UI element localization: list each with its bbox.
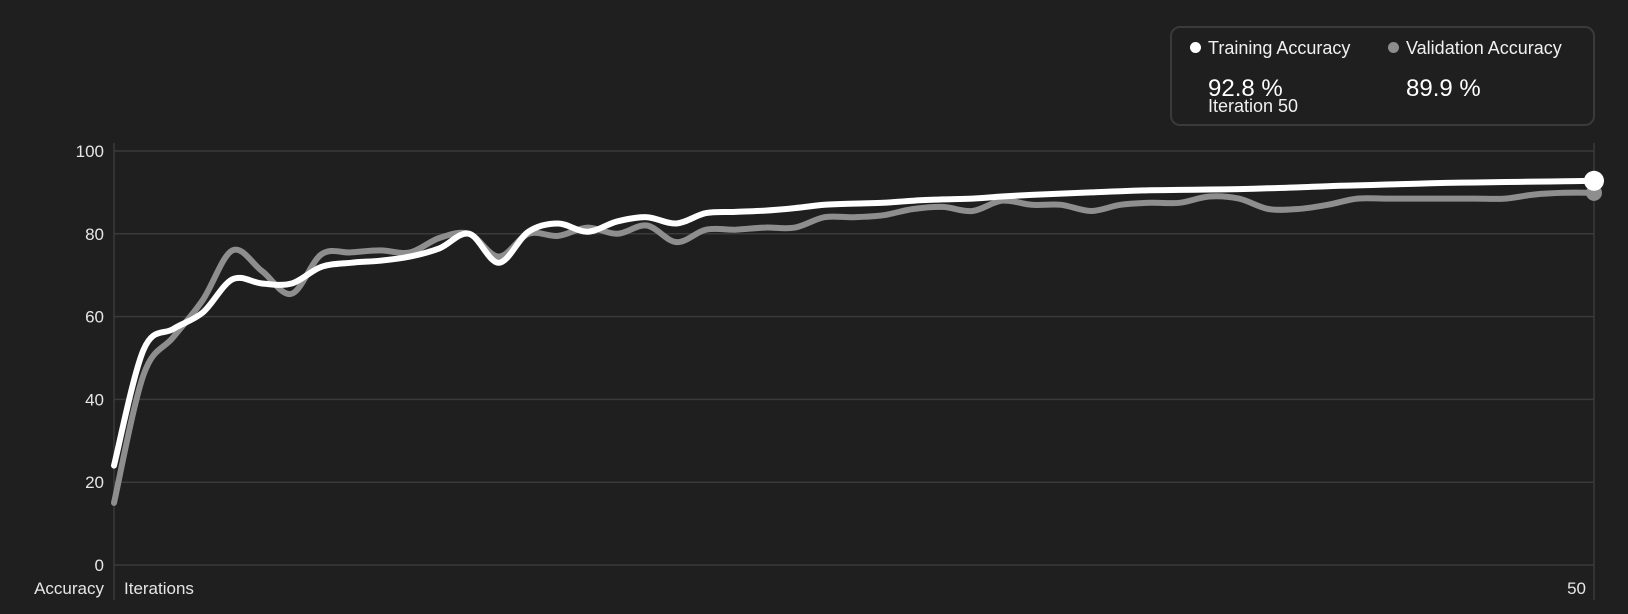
y-tick-labels: 0 20 40 60 80 100 bbox=[76, 142, 104, 575]
legend-entry-training: Training Accuracy 92.8 % bbox=[1190, 38, 1351, 102]
y-axis-label: Accuracy bbox=[34, 579, 104, 598]
grid-lines bbox=[114, 150, 1594, 566]
y-tick-label-100: 100 bbox=[76, 142, 104, 161]
training-dot-icon bbox=[1190, 42, 1201, 53]
legend-panel: Training Accuracy 92.8 % Validation Accu… bbox=[1170, 26, 1595, 126]
axes bbox=[113, 143, 1595, 600]
validation-accuracy-line bbox=[111, 189, 1597, 506]
validation-dot-icon bbox=[1388, 42, 1399, 53]
legend-entry-validation: Validation Accuracy 89.9 % bbox=[1388, 38, 1562, 102]
series-layer bbox=[111, 170, 1604, 506]
training-accuracy-value: 92.8 % bbox=[1208, 75, 1283, 102]
training-accuracy-label: Training Accuracy bbox=[1208, 38, 1351, 58]
iteration-label: Iteration 50 bbox=[1208, 96, 1299, 116]
y-tick-label-80: 80 bbox=[85, 225, 104, 244]
y-tick-label-40: 40 bbox=[85, 390, 104, 409]
y-tick-label-60: 60 bbox=[85, 308, 104, 327]
validation-accuracy-value: 89.9 % bbox=[1406, 75, 1481, 102]
x-axis-label: Iterations bbox=[124, 579, 194, 598]
y-tick-label-20: 20 bbox=[85, 473, 104, 492]
validation-accuracy-label: Validation Accuracy bbox=[1406, 38, 1562, 58]
training-accuracy-end-point bbox=[1584, 170, 1604, 191]
x-tick-label-end: 50 bbox=[1567, 579, 1586, 598]
training-accuracy-line bbox=[111, 177, 1597, 469]
y-tick-label-0: 0 bbox=[95, 556, 104, 575]
